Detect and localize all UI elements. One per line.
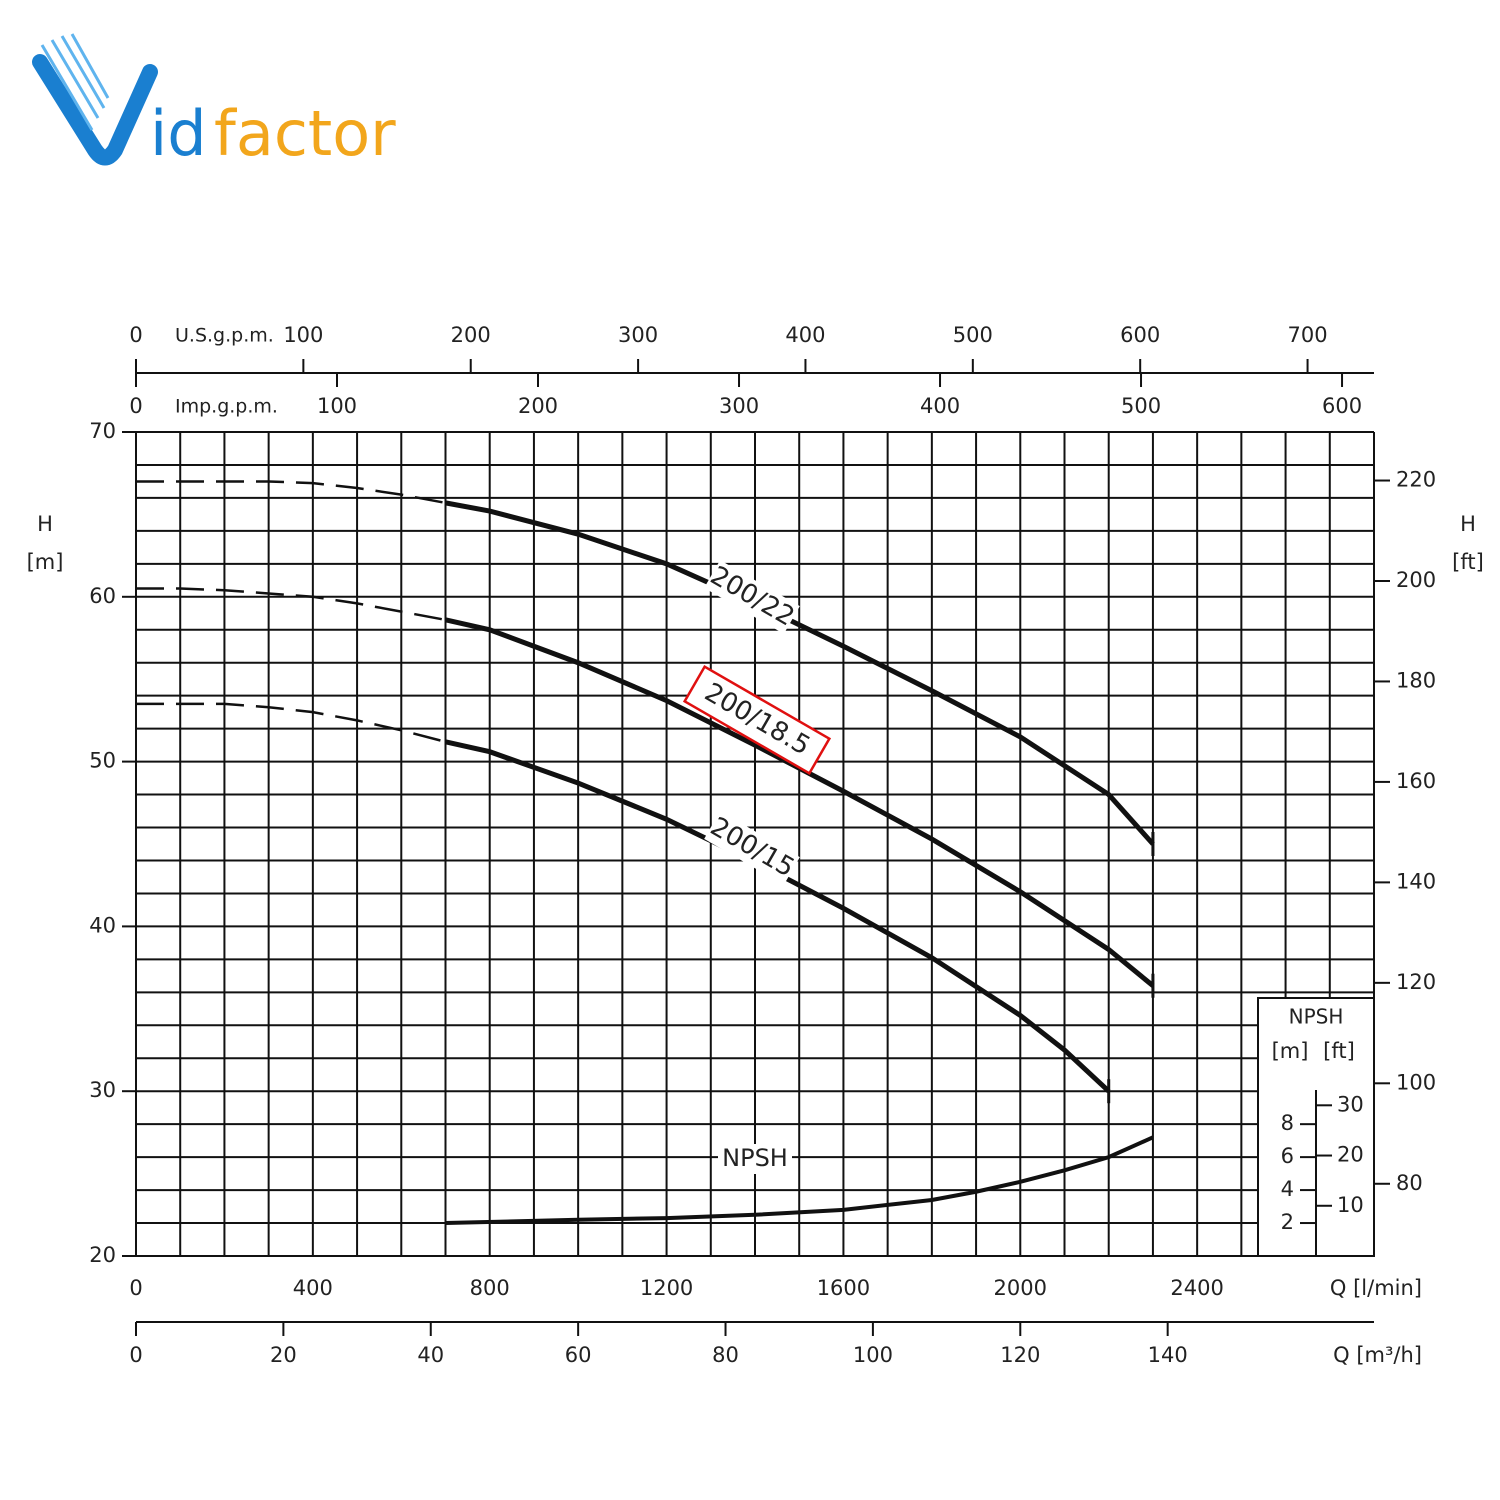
x2-tick-label: 500	[953, 323, 993, 347]
x-axis-label: Q [l/min]	[1330, 1276, 1422, 1300]
y2-tick-label: 180	[1396, 668, 1436, 692]
x2-tick-label: 100	[283, 323, 323, 347]
y-axis-label: H	[37, 512, 53, 536]
y2-tick-label: 220	[1396, 468, 1436, 492]
x2-axis-label: Imp.g.p.m.	[175, 396, 278, 418]
label-bg	[704, 811, 800, 885]
npsh-unit-m: [m]	[1272, 1039, 1309, 1063]
x2-tick-label: 0	[129, 1343, 142, 1367]
x-tick-label: 2400	[1170, 1276, 1223, 1300]
logo-rest: factor	[214, 97, 396, 170]
x2-tick-label: 100	[853, 1343, 893, 1367]
x-tick-label: 2000	[994, 1276, 1047, 1300]
y-axis-label: [m]	[27, 550, 64, 574]
y2-axis-label: [ft]	[1452, 550, 1484, 574]
y-tick-label: 40	[89, 913, 116, 937]
label-highlight	[682, 664, 832, 776]
x2-tick-label: 400	[920, 394, 960, 418]
x2-tick-label: 140	[1148, 1343, 1188, 1367]
y-tick-label: 70	[89, 419, 116, 443]
y2-tick-label: 100	[1396, 1070, 1436, 1094]
x-tick-label: 1600	[817, 1276, 870, 1300]
npsh-box-title: NPSH	[1289, 1005, 1344, 1029]
x-tick-label: 0	[129, 1276, 142, 1300]
x2-tick-label: 100	[317, 394, 357, 418]
npsh-label-bg	[718, 1144, 792, 1174]
y2-tick-label: 200	[1396, 568, 1436, 592]
npsh-m-tick-label: 8	[1281, 1111, 1294, 1135]
npsh-ft-tick-label: 10	[1337, 1193, 1364, 1217]
x2-tick-label: 0	[129, 394, 142, 418]
x2-tick-label: 20	[270, 1343, 297, 1367]
curve-label-group: 200/15	[704, 811, 800, 885]
curve-dashed	[136, 702, 446, 744]
x2-tick-label: 80	[712, 1343, 739, 1367]
x2-tick-label: 600	[1120, 323, 1160, 347]
y-tick-label: 60	[89, 584, 116, 608]
x2-tick-label: 400	[785, 323, 825, 347]
x2-tick-label: 40	[417, 1343, 444, 1367]
y-tick-label: 30	[89, 1078, 116, 1102]
npsh-unit-ft: [ft]	[1323, 1039, 1355, 1063]
curve-dashed	[136, 587, 446, 622]
npsh-ft-tick-label: 20	[1337, 1143, 1364, 1167]
x2-tick-label: 0	[129, 323, 142, 347]
curve	[444, 739, 1111, 1094]
x2-tick-label: 300	[618, 323, 658, 347]
y-tick-label: 50	[89, 749, 116, 773]
npsh-curve	[445, 1135, 1154, 1226]
npsh-m-tick-label: 4	[1281, 1177, 1294, 1201]
x-tick-label: 1200	[640, 1276, 693, 1300]
logo-accent: id	[150, 97, 207, 170]
y2-tick-label: 120	[1396, 970, 1436, 994]
x2-tick-label: 500	[1121, 394, 1161, 418]
y2-tick-label: 140	[1396, 869, 1436, 893]
x-tick-label: 400	[293, 1276, 333, 1300]
npsh-m-tick-label: 6	[1281, 1144, 1294, 1168]
x2-axis-label: Q [m³/h]	[1333, 1343, 1422, 1367]
x2-tick-label: 60	[565, 1343, 592, 1367]
x2-tick-label: 700	[1288, 323, 1328, 347]
logo-mark	[32, 54, 158, 166]
x2-tick-label: 200	[518, 394, 558, 418]
y-tick-label: 20	[89, 1243, 116, 1267]
label-bg	[704, 560, 800, 634]
curve	[445, 500, 1155, 846]
logo-rays	[40, 33, 110, 131]
npsh-m-tick-label: 2	[1281, 1210, 1294, 1234]
npsh-ft-tick-label: 30	[1337, 1092, 1364, 1116]
x2-tick-label: 600	[1322, 394, 1362, 418]
x2-axis-label: U.S.g.p.m.	[175, 325, 274, 347]
y2-tick-label: 160	[1396, 769, 1436, 793]
y2-tick-label: 80	[1396, 1171, 1423, 1195]
x2-tick-label: 120	[1000, 1343, 1040, 1367]
logo: id factor	[32, 33, 396, 170]
curve-dashed	[136, 480, 446, 505]
x-tick-label: 800	[470, 1276, 510, 1300]
npsh-curve-label: NPSH	[722, 1144, 788, 1172]
y2-axis-label: H	[1460, 512, 1476, 536]
x2-tick-label: 200	[451, 323, 491, 347]
x2-tick-label: 300	[719, 394, 759, 418]
